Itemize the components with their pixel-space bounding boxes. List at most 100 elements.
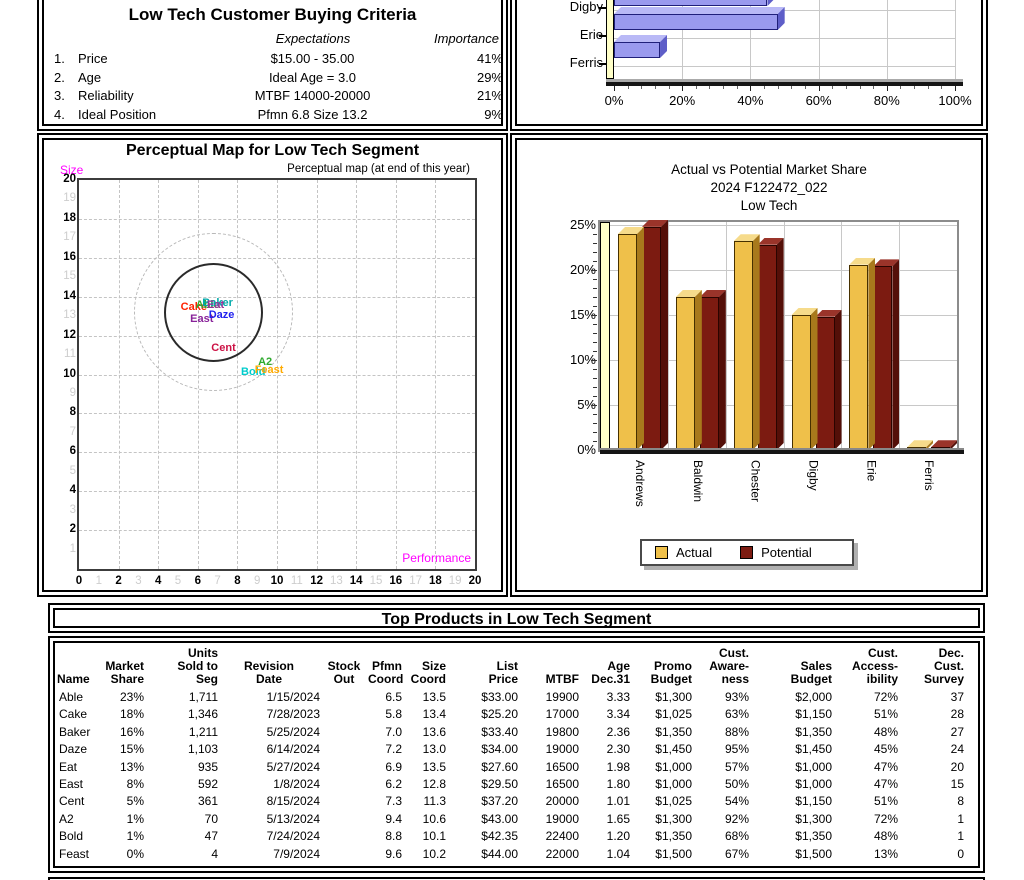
table-cell: 7.0 xyxy=(385,724,402,739)
table-cell: 7.3 xyxy=(385,794,402,809)
table-cell xyxy=(320,811,368,828)
y-tick-label: 13 xyxy=(63,309,76,322)
table-cell: $44.00 xyxy=(481,846,518,861)
perceptual-map-panel: Perceptual Map for Low Tech Segment Perc… xyxy=(37,133,508,597)
x-minor-tick xyxy=(886,86,888,91)
share-y-minor-tick xyxy=(593,324,597,325)
share-y-minor-tick xyxy=(593,288,597,289)
criteria-row-importance: 29% xyxy=(476,69,503,85)
y-tick-label: 16 xyxy=(63,250,76,263)
gridline-vertical xyxy=(750,0,752,79)
table-cell: 4 xyxy=(211,846,218,861)
table-cell: 1.65 xyxy=(606,811,630,826)
table-cell: 13% xyxy=(119,759,144,774)
table-cell: 63% xyxy=(724,707,749,722)
y-tick-label: 11 xyxy=(64,348,76,361)
x-tick-label: 8 xyxy=(234,575,241,587)
criteria-col-importance: Importance xyxy=(433,31,499,46)
criteria-row-expectation: Ideal Age = 3.0 xyxy=(268,69,357,85)
criteria-row-number: 2. xyxy=(54,69,65,85)
x-tick-label: 0% xyxy=(604,93,624,108)
table-cell: 1 xyxy=(957,829,964,844)
table-cell: 13.5 xyxy=(422,759,446,774)
products-table-panel: Name Market Share Units Sold to Seg Revisio… xyxy=(48,636,985,873)
table-cell: 935 xyxy=(197,759,218,774)
products-col-header: Revision Date xyxy=(243,659,294,686)
bar-potential-digby-side-face xyxy=(835,310,842,450)
x-tick-label: 16 xyxy=(389,575,403,587)
table-cell: 6.2 xyxy=(385,777,402,792)
bar-actual-erie-top-face xyxy=(849,258,875,265)
perceptual-map-subtitle: Perceptual map (at end of this year) xyxy=(287,163,470,175)
bar-potential-chester-front-face xyxy=(757,244,777,450)
x-minor-tick xyxy=(900,86,902,89)
x-tick-label: 3 xyxy=(135,575,142,587)
criteria-row-number: 3. xyxy=(54,88,65,103)
bar-potential-baldwin-top-face xyxy=(700,290,726,297)
table-cell: 93% xyxy=(724,690,749,704)
share-y-minor-tick xyxy=(593,297,597,298)
products-col-header: Units Sold to Seg xyxy=(177,646,218,686)
bar-actual-ferris-side-face xyxy=(926,440,933,450)
table-cell: 2.36 xyxy=(606,724,630,739)
axis-tick xyxy=(599,63,606,65)
segment-outer-circle xyxy=(134,233,293,392)
bar-actual-ferris-top-face xyxy=(907,440,933,447)
table-cell: 8.8 xyxy=(385,829,402,844)
criteria-row-name: Reliability xyxy=(78,88,134,103)
y-tick-label: 20 xyxy=(63,173,76,185)
table-cell: 22000 xyxy=(545,846,579,861)
table-cell: $42.35 xyxy=(481,829,518,844)
x-minor-tick xyxy=(832,86,834,89)
table-cell: 1,211 xyxy=(188,724,218,739)
share-y-minor-tick xyxy=(591,360,597,361)
criteria-row: 3. Reliability MTBF 14000-20000 21% xyxy=(46,87,503,106)
table-cell xyxy=(320,741,368,758)
table-cell: 1.98 xyxy=(606,759,630,774)
table-cell: 5/27/2024 xyxy=(266,759,320,774)
criteria-row: 2. Age Ideal Age = 3.0 29% xyxy=(46,69,503,88)
share-plot-inner xyxy=(600,222,957,450)
product-point-east: East xyxy=(190,313,214,326)
x-tick-label: 7 xyxy=(214,575,221,587)
market-share-title-line2: 2024 F122472_022 xyxy=(710,180,828,195)
product-point-feast: Feast xyxy=(254,363,284,376)
table-cell: $2,000 xyxy=(795,690,832,704)
x-minor-tick xyxy=(791,86,793,89)
table-cell: $33.00 xyxy=(481,690,518,704)
x-tick-label: 20 xyxy=(468,575,482,587)
criteria-row: 1. Price $15.00 - 35.00 41% xyxy=(46,50,503,69)
market-share-inner-border xyxy=(515,138,983,592)
table-cell xyxy=(320,759,368,776)
x-minor-tick xyxy=(873,86,875,89)
table-cell: 47% xyxy=(873,777,898,792)
table-cell: $1,150 xyxy=(795,707,832,722)
y-tick-label: 18 xyxy=(63,211,76,224)
category-label-erie: Erie xyxy=(579,27,603,42)
table-cell xyxy=(320,724,368,741)
criteria-title: Low Tech Customer Buying Criteria xyxy=(128,5,417,24)
criteria-row-name: Price xyxy=(78,51,108,66)
bar-erie-front-face xyxy=(614,14,778,30)
map-gridline-horizontal xyxy=(79,257,475,259)
share-category-label-baldwin: Baldwin xyxy=(690,460,705,503)
table-cell: $1,350 xyxy=(795,724,832,739)
product-point-a2: A2 xyxy=(258,355,273,368)
x-minor-tick xyxy=(941,86,943,89)
product-point-baker: Baker xyxy=(202,297,233,310)
team-bar-chart-inner-border xyxy=(515,0,983,126)
table-cell: 1,103 xyxy=(187,742,218,757)
share-y-tick-label: 20% xyxy=(569,262,596,277)
table-cell: Cake xyxy=(59,707,88,722)
share-y-minor-tick xyxy=(591,405,597,406)
x-tick-label: 0 xyxy=(75,575,83,587)
y-tick-label: 17 xyxy=(63,231,76,244)
share-y-minor-tick xyxy=(593,279,597,280)
share-gridline-vertical xyxy=(667,222,669,450)
gridline-vertical xyxy=(818,0,820,79)
x-minor-tick xyxy=(641,86,643,89)
y-tick-label: 1 xyxy=(69,542,76,555)
table-cell: 1/15/2024 xyxy=(266,690,320,704)
legend-swatch-actual xyxy=(655,546,668,559)
x-minor-tick xyxy=(750,86,752,91)
